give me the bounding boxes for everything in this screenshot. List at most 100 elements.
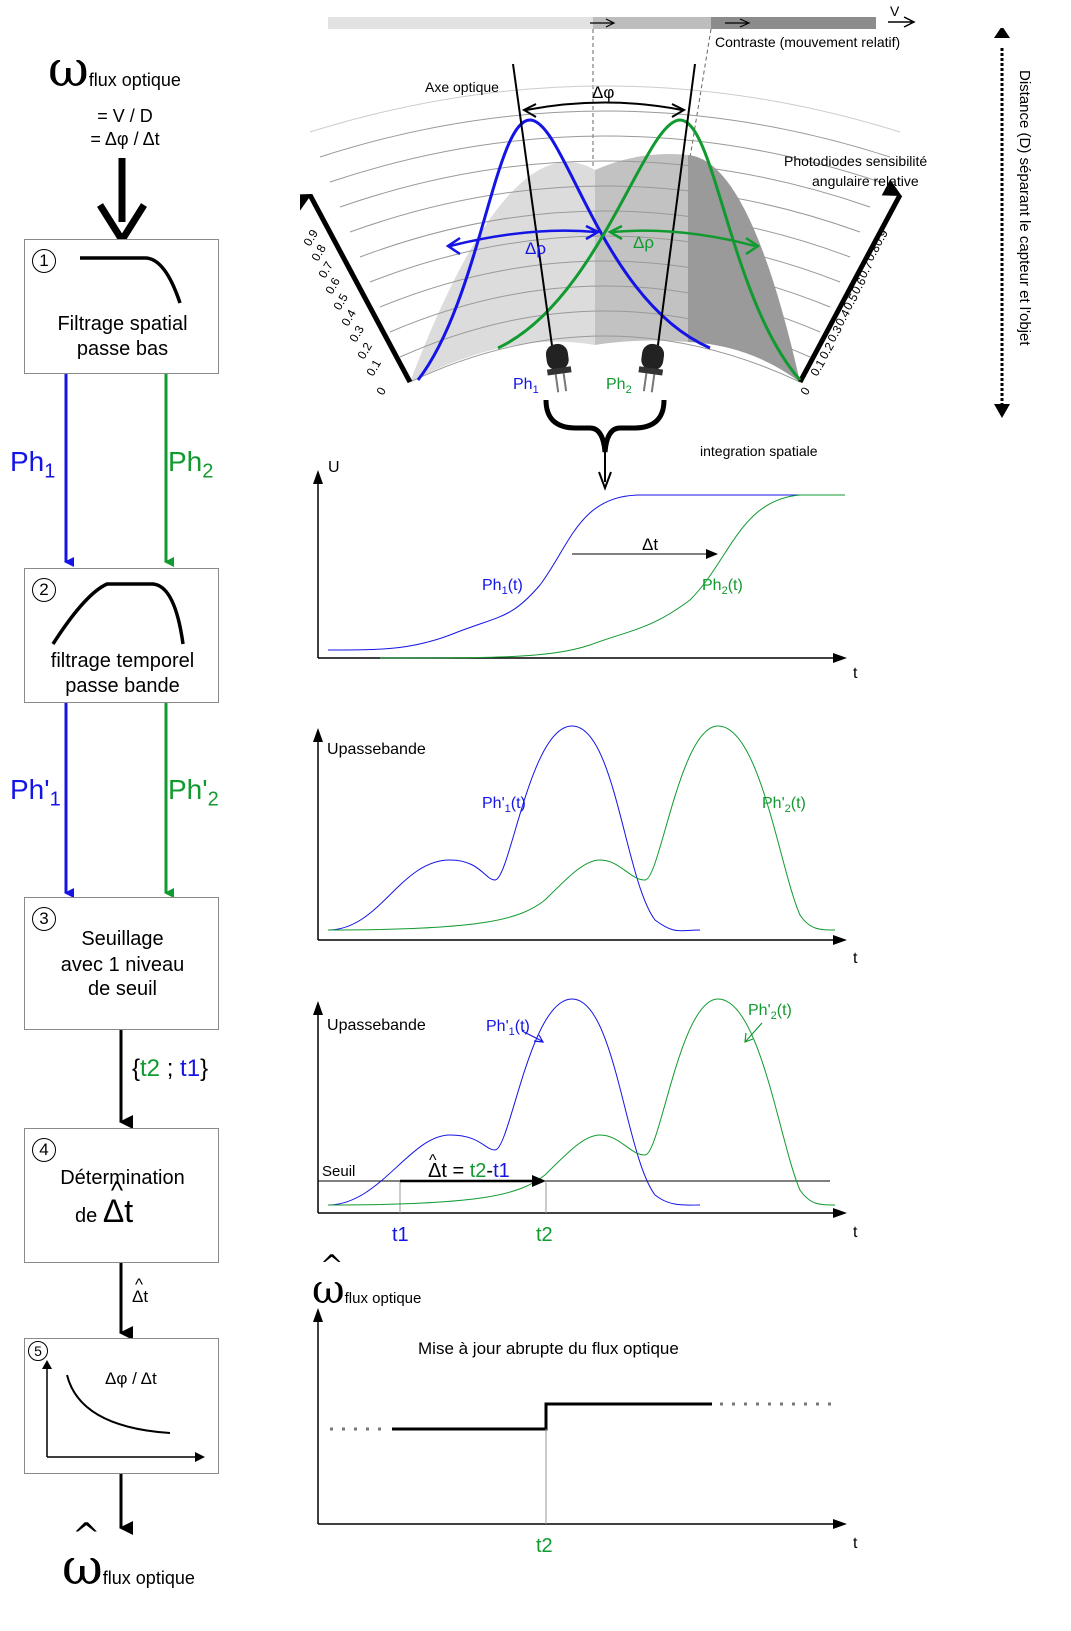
ph2-sensitivity-curve: [497, 118, 802, 381]
step-4-label-1: Détermination: [60, 1167, 185, 1189]
step-3-label-3: de seuil: [88, 978, 157, 1000]
ph2-prime-threshold-curve: [327, 998, 836, 1206]
left-scale-numbers: 0 0.1 0.2 0.3 0.4 0.5 0.6 0.7 0.8 0.9 1: [300, 224, 389, 397]
hat-glyph: ^: [110, 1175, 124, 1205]
distance-arrow: [994, 28, 1010, 418]
chart-4-ylabel: ^ ωflux optique: [312, 1249, 422, 1313]
v-label: V: [890, 3, 900, 19]
chart-2-xlabel: t: [853, 950, 858, 967]
v-arrow: [888, 16, 916, 28]
svg-text:0: 0: [373, 384, 389, 397]
integration-brace: [543, 399, 667, 453]
ph1-sensitivity-curve: [416, 118, 711, 381]
chart-3-series-2: Ph'2(t): [748, 1002, 792, 1022]
drho-label-1: Δρ: [525, 239, 546, 258]
step-number: 3: [32, 907, 56, 931]
omega-symbol: ω: [48, 40, 89, 98]
t2-tick-label: t2: [536, 1224, 553, 1246]
optical-axis-1: [512, 63, 555, 361]
axe-optique-label: Axe optique: [425, 79, 499, 95]
lowpass-curve-icon: [80, 256, 182, 304]
step-5-label: Δφ / Δt: [105, 1369, 157, 1388]
step-3-box: 3 Seuillage avec 1 niveau de seuil: [24, 897, 219, 1030]
seuil-label: Seuil: [322, 1163, 355, 1180]
ph2-label: Ph2: [168, 446, 214, 483]
chart-1-series-2: Ph2(t): [702, 577, 743, 597]
ph1-label: Ph1: [10, 446, 56, 483]
photodiode-1-icon: [545, 343, 572, 393]
drho-label-2: Δρ: [633, 233, 654, 252]
chart-1: U t Δt Ph1(t) Ph2(t): [313, 460, 858, 682]
ph1-step-curve: [327, 494, 845, 651]
right-scale-axis: [797, 179, 903, 384]
step-1-box: 1 Filtrage spatial passe bas: [24, 239, 219, 374]
chart-4-xlabel: t: [853, 1535, 858, 1552]
ph2-prime-label: Ph'2: [168, 774, 219, 811]
drho-arrow-1: [449, 229, 597, 248]
chart-3-series-1: Ph'1(t): [486, 1018, 530, 1038]
t1-tick-label: t1: [392, 1224, 409, 1246]
ph1-prime-threshold-curve: [327, 998, 701, 1206]
chart-4-note: Mise à jour abrupte du flux optique: [418, 1339, 679, 1358]
omega-hat-symbol: ^ ω: [62, 1516, 103, 1596]
dphi-label: Δφ: [592, 83, 614, 102]
photodiodes-label-1: Photodiodes sensibilité: [784, 153, 927, 169]
photodiode-1-label: Ph1: [513, 376, 539, 396]
ph1-prime-label: Ph'1: [10, 774, 61, 811]
equation-dphi-dt: = Δφ / Δt: [90, 129, 160, 149]
step-5-box: 5 Δφ / Δt: [24, 1338, 219, 1474]
inverse-curve-icon: [42, 1360, 205, 1462]
chart-1-ylabel: U: [328, 460, 340, 476]
dt-hat-large: ^ Δt: [102, 1175, 134, 1229]
bandpass-curve-icon: [51, 582, 185, 645]
drho-arrow-2: [611, 229, 756, 248]
optical-flow-step: [392, 1402, 712, 1431]
dt-hat-label: ^ Δt: [132, 1275, 149, 1306]
photodiodes-label-2: angulaire relative: [812, 173, 919, 189]
step-2-box: 2 filtrage temporel passe bande: [24, 568, 219, 703]
set-t2-t1: {t2 ; t1}: [132, 1055, 209, 1082]
step-1-label-1: Filtrage spatial: [57, 313, 188, 335]
step-number: 1: [32, 249, 56, 273]
equation-v-d: = V / D: [97, 106, 153, 126]
ph2-step-curve: [379, 494, 845, 659]
step-2-label-1: filtrage temporel: [50, 650, 195, 672]
chart-3-ylabel: Upassebande: [327, 1017, 426, 1034]
photodiode-2-icon: [638, 343, 665, 393]
chart-1-dt: Δt: [642, 535, 658, 554]
step-number: 5: [28, 1341, 48, 1361]
contrast-label: Contraste (mouvement relatif): [715, 34, 900, 50]
right-scale-numbers: 0 0.1 0.2 0.3 0.4 0.5 0.6 0.7 0.8 0.9: [797, 227, 891, 398]
ph2-prime-curve: [327, 725, 836, 931]
sensor-diagram: 0 0.1 0.2 0.3 0.4 0.5 0.6 0.7 0.8 0.9 1 …: [300, 3, 927, 491]
step-3-label-2: avec 1 niveau: [60, 954, 185, 976]
svg-text:^: ^: [429, 1152, 437, 1169]
contrast-bar-light: [328, 17, 593, 29]
integration-label: integration spatiale: [700, 443, 818, 459]
contrast-bar-mid: [593, 17, 711, 29]
flow-arrows: [64, 158, 174, 1535]
step-number: 2: [32, 578, 56, 602]
step-1-label-2: passe bas: [76, 338, 169, 360]
chart-2-series-1: Ph'1(t): [482, 795, 526, 815]
left-scale-axis: [300, 193, 413, 384]
step-4-label-2: de ^ Δt: [75, 1175, 134, 1229]
chart-3-xlabel: t: [853, 1224, 858, 1241]
ph1-prime-curve: [327, 725, 701, 932]
step-2-label-2: passe bande: [65, 675, 180, 697]
dt-hat-equation: Δt = t2-t1: [428, 1160, 510, 1182]
chart-3: Upassebande t Ph'1(t) Ph'2(t) Seuil Δt =…: [313, 998, 858, 1246]
omega-title: ωflux optique: [48, 40, 181, 98]
dphi-arrow: [525, 101, 683, 111]
svg-text:0: 0: [797, 384, 813, 397]
step-number: 4: [32, 1138, 56, 1162]
chart-4-t2-label: t2: [536, 1535, 553, 1557]
photodiode-2-label: Ph2: [606, 376, 632, 396]
chart-2: Upassebande t Ph'1(t) Ph'2(t): [313, 725, 858, 967]
step-4-box: 4 Détermination de ^ Δt: [24, 1128, 219, 1263]
chart-2-ylabel: Upassebande: [327, 741, 426, 758]
step-3-label-1: Seuillage: [81, 928, 164, 950]
chart-1-xlabel: t: [853, 665, 858, 682]
distance-label: Distance (D) séparant le capteur et l'ob…: [1016, 70, 1033, 346]
chart-2-series-2: Ph'2(t): [762, 795, 806, 815]
